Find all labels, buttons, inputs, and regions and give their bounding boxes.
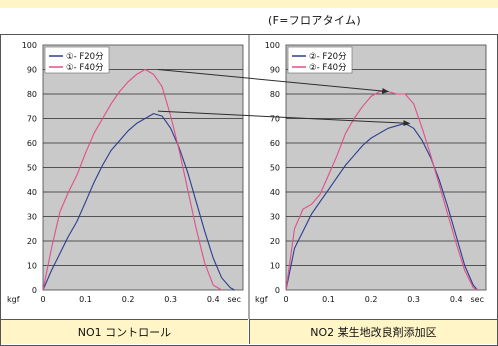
- y-tick-label: 80: [270, 90, 280, 99]
- y-tick-label: 10: [27, 262, 37, 271]
- x-tick-label: 0.2: [365, 295, 378, 304]
- y-tick-label: 30: [27, 213, 37, 222]
- series-line-2: [42, 68, 222, 291]
- legend-label-1: ①- F20分: [66, 52, 104, 62]
- x-tick-label: 0.2: [122, 295, 135, 304]
- chart-panel-2: 0 10 20 30 40 50 60 70 80 90 100 0 0.1 0.2 0.3 0.4 kgf se…: [248, 34, 487, 319]
- y-tick-label: 0: [275, 286, 280, 295]
- x-tick-label: 0: [40, 295, 45, 304]
- y-tick-label: 0: [32, 286, 37, 295]
- y-tick-label: 70: [27, 115, 37, 124]
- y-tick-label: 20: [27, 237, 37, 246]
- y-tick-label: 40: [270, 188, 280, 197]
- x-tick-label: 0.1: [322, 295, 335, 304]
- y-tick-label: 50: [27, 164, 37, 173]
- y-tick-label: 100: [265, 41, 280, 50]
- y-tick-label: 100: [22, 41, 37, 50]
- y-tick-label: 50: [270, 164, 280, 173]
- chart-panel-1: 0 10 20 30 40 50 60 70 80 90 100 0 0.1 0.2 0.3 0.4 kgf se…: [7, 41, 244, 304]
- x-tick-label: 0.4: [207, 295, 220, 304]
- y-axis-label: kgf: [255, 295, 268, 304]
- y-tick-label: 90: [270, 66, 280, 75]
- y-tick-label: 70: [270, 115, 280, 124]
- caption-no1: NO1 コントロール: [1, 319, 248, 344]
- peak-arrow-1: [157, 69, 390, 94]
- header-note: (F=フロアタイム): [268, 14, 361, 27]
- y-tick-label: 10: [270, 262, 280, 271]
- x-tick-label: 0.3: [164, 295, 177, 304]
- x-tick-label: 0.3: [407, 295, 420, 304]
- y-tick-label: 20: [270, 237, 280, 246]
- legend-box: [287, 46, 353, 74]
- legend-label-2: ②- F40分: [309, 63, 347, 73]
- y-tick-label: 60: [270, 139, 280, 148]
- y-tick-label: 60: [27, 139, 37, 148]
- top-band: [0, 0, 498, 8]
- y-tick-label: 80: [27, 90, 37, 99]
- legend-label-1: ②- F20分: [309, 52, 347, 62]
- series-line-1: [42, 113, 235, 291]
- legend-box: [44, 46, 110, 74]
- series-line-1: [285, 122, 478, 291]
- legend-label-2: ①- F40分: [66, 63, 104, 73]
- x-axis-label: sec: [471, 295, 485, 304]
- x-tick-label: 0.1: [79, 295, 92, 304]
- y-axis-label: kgf: [7, 295, 20, 304]
- y-tick-label: 30: [270, 213, 280, 222]
- x-tick-label: 0: [283, 295, 288, 304]
- x-tick-label: 0.4: [450, 295, 463, 304]
- caption-no2: NO2 某生地改良剤添加区: [249, 319, 497, 344]
- y-tick-label: 90: [27, 66, 37, 75]
- peak-arrow-2: [157, 110, 411, 127]
- y-tick-label: 40: [27, 188, 37, 197]
- x-axis-label: sec: [228, 295, 242, 304]
